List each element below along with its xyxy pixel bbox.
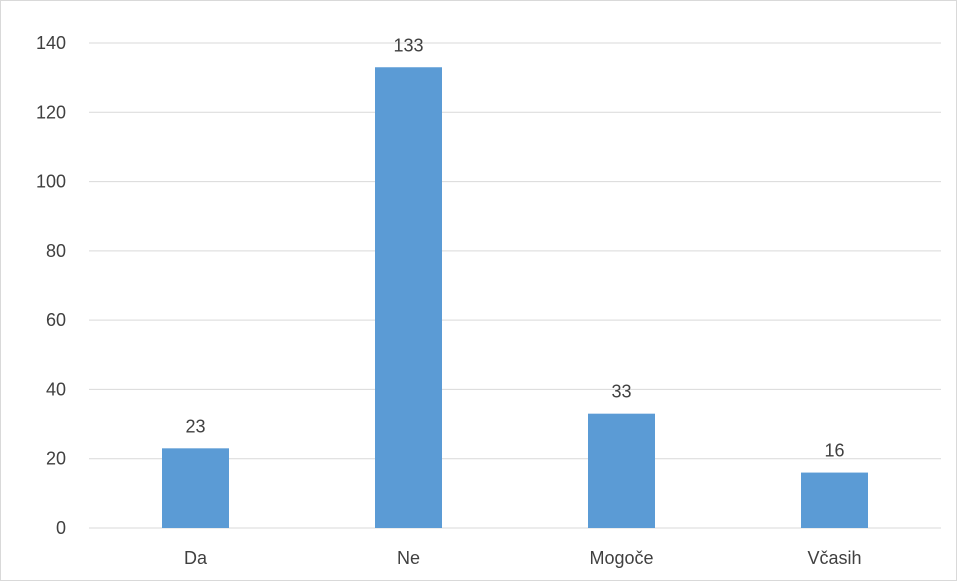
y-tick-label: 80 xyxy=(46,241,66,261)
bar-vcasih xyxy=(801,472,868,528)
y-tick-label: 120 xyxy=(36,102,66,122)
y-tick-label: 140 xyxy=(36,33,66,53)
data-label-vcasih: 16 xyxy=(824,441,844,461)
data-labels: 23 133 33 16 xyxy=(185,35,844,460)
y-tick-label: 20 xyxy=(46,449,66,469)
y-tick-label: 100 xyxy=(36,172,66,192)
x-axis-category-labels: Da Ne Mogoče Včasih xyxy=(184,548,862,568)
y-axis-tick-labels: 0 20 40 60 80 100 120 140 xyxy=(36,33,66,538)
data-label-ne: 133 xyxy=(393,35,423,55)
grid-lines xyxy=(89,42,941,529)
bar-ne xyxy=(375,67,442,528)
x-category-label-vcasih: Včasih xyxy=(807,548,861,568)
data-label-mogoce: 33 xyxy=(611,382,631,402)
bar-mogoce xyxy=(588,413,655,528)
y-tick-label: 40 xyxy=(46,379,66,399)
x-category-label-da: Da xyxy=(184,548,208,568)
y-tick-label: 0 xyxy=(56,518,66,538)
y-tick-label: 60 xyxy=(46,310,66,330)
x-category-label-ne: Ne xyxy=(397,548,420,568)
x-category-label-mogoce: Mogoče xyxy=(589,548,653,568)
bars xyxy=(162,67,868,528)
bar-da xyxy=(162,448,229,528)
data-label-da: 23 xyxy=(185,416,205,436)
